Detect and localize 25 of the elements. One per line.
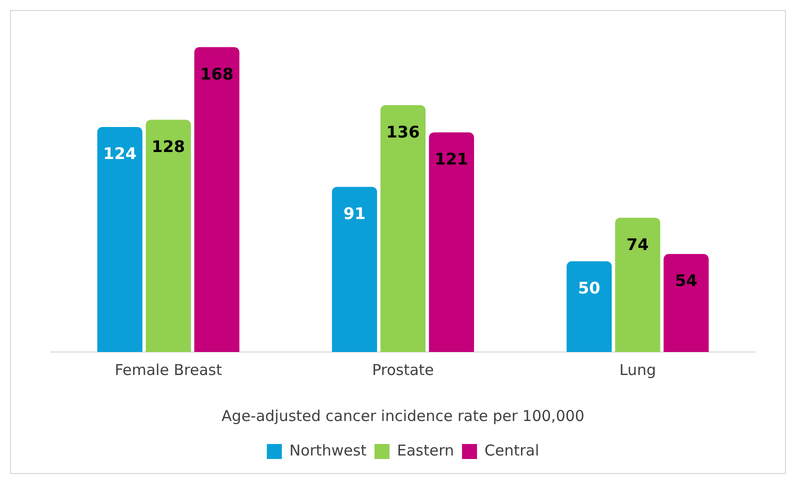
x-tick-label: Lung xyxy=(619,360,656,379)
data-label: 168 xyxy=(200,64,234,84)
bar xyxy=(146,120,191,352)
bar xyxy=(664,254,709,352)
bar xyxy=(428,132,474,352)
bar xyxy=(332,186,378,352)
bar xyxy=(97,126,142,352)
data-label: 50 xyxy=(578,278,600,298)
x-axis-title: Age-adjusted cancer incidence rate per 100,000 xyxy=(222,406,584,425)
data-label: 91 xyxy=(343,204,366,223)
data-label: 74 xyxy=(626,234,649,254)
x-tick-label: Prostate xyxy=(372,360,434,379)
x-tick-label: Female Breast xyxy=(114,360,222,379)
data-label: 124 xyxy=(103,144,137,164)
legend-label: Northwest xyxy=(289,441,367,460)
data-label: 54 xyxy=(675,271,698,290)
bar xyxy=(566,261,612,352)
data-label: 136 xyxy=(386,122,420,142)
data-label: 128 xyxy=(152,136,186,156)
legend-label: Central xyxy=(484,441,540,460)
bar xyxy=(194,47,240,352)
bar xyxy=(615,218,660,352)
bar xyxy=(380,105,426,352)
data-label: 121 xyxy=(434,150,468,169)
legend-label: Eastern xyxy=(397,441,454,460)
